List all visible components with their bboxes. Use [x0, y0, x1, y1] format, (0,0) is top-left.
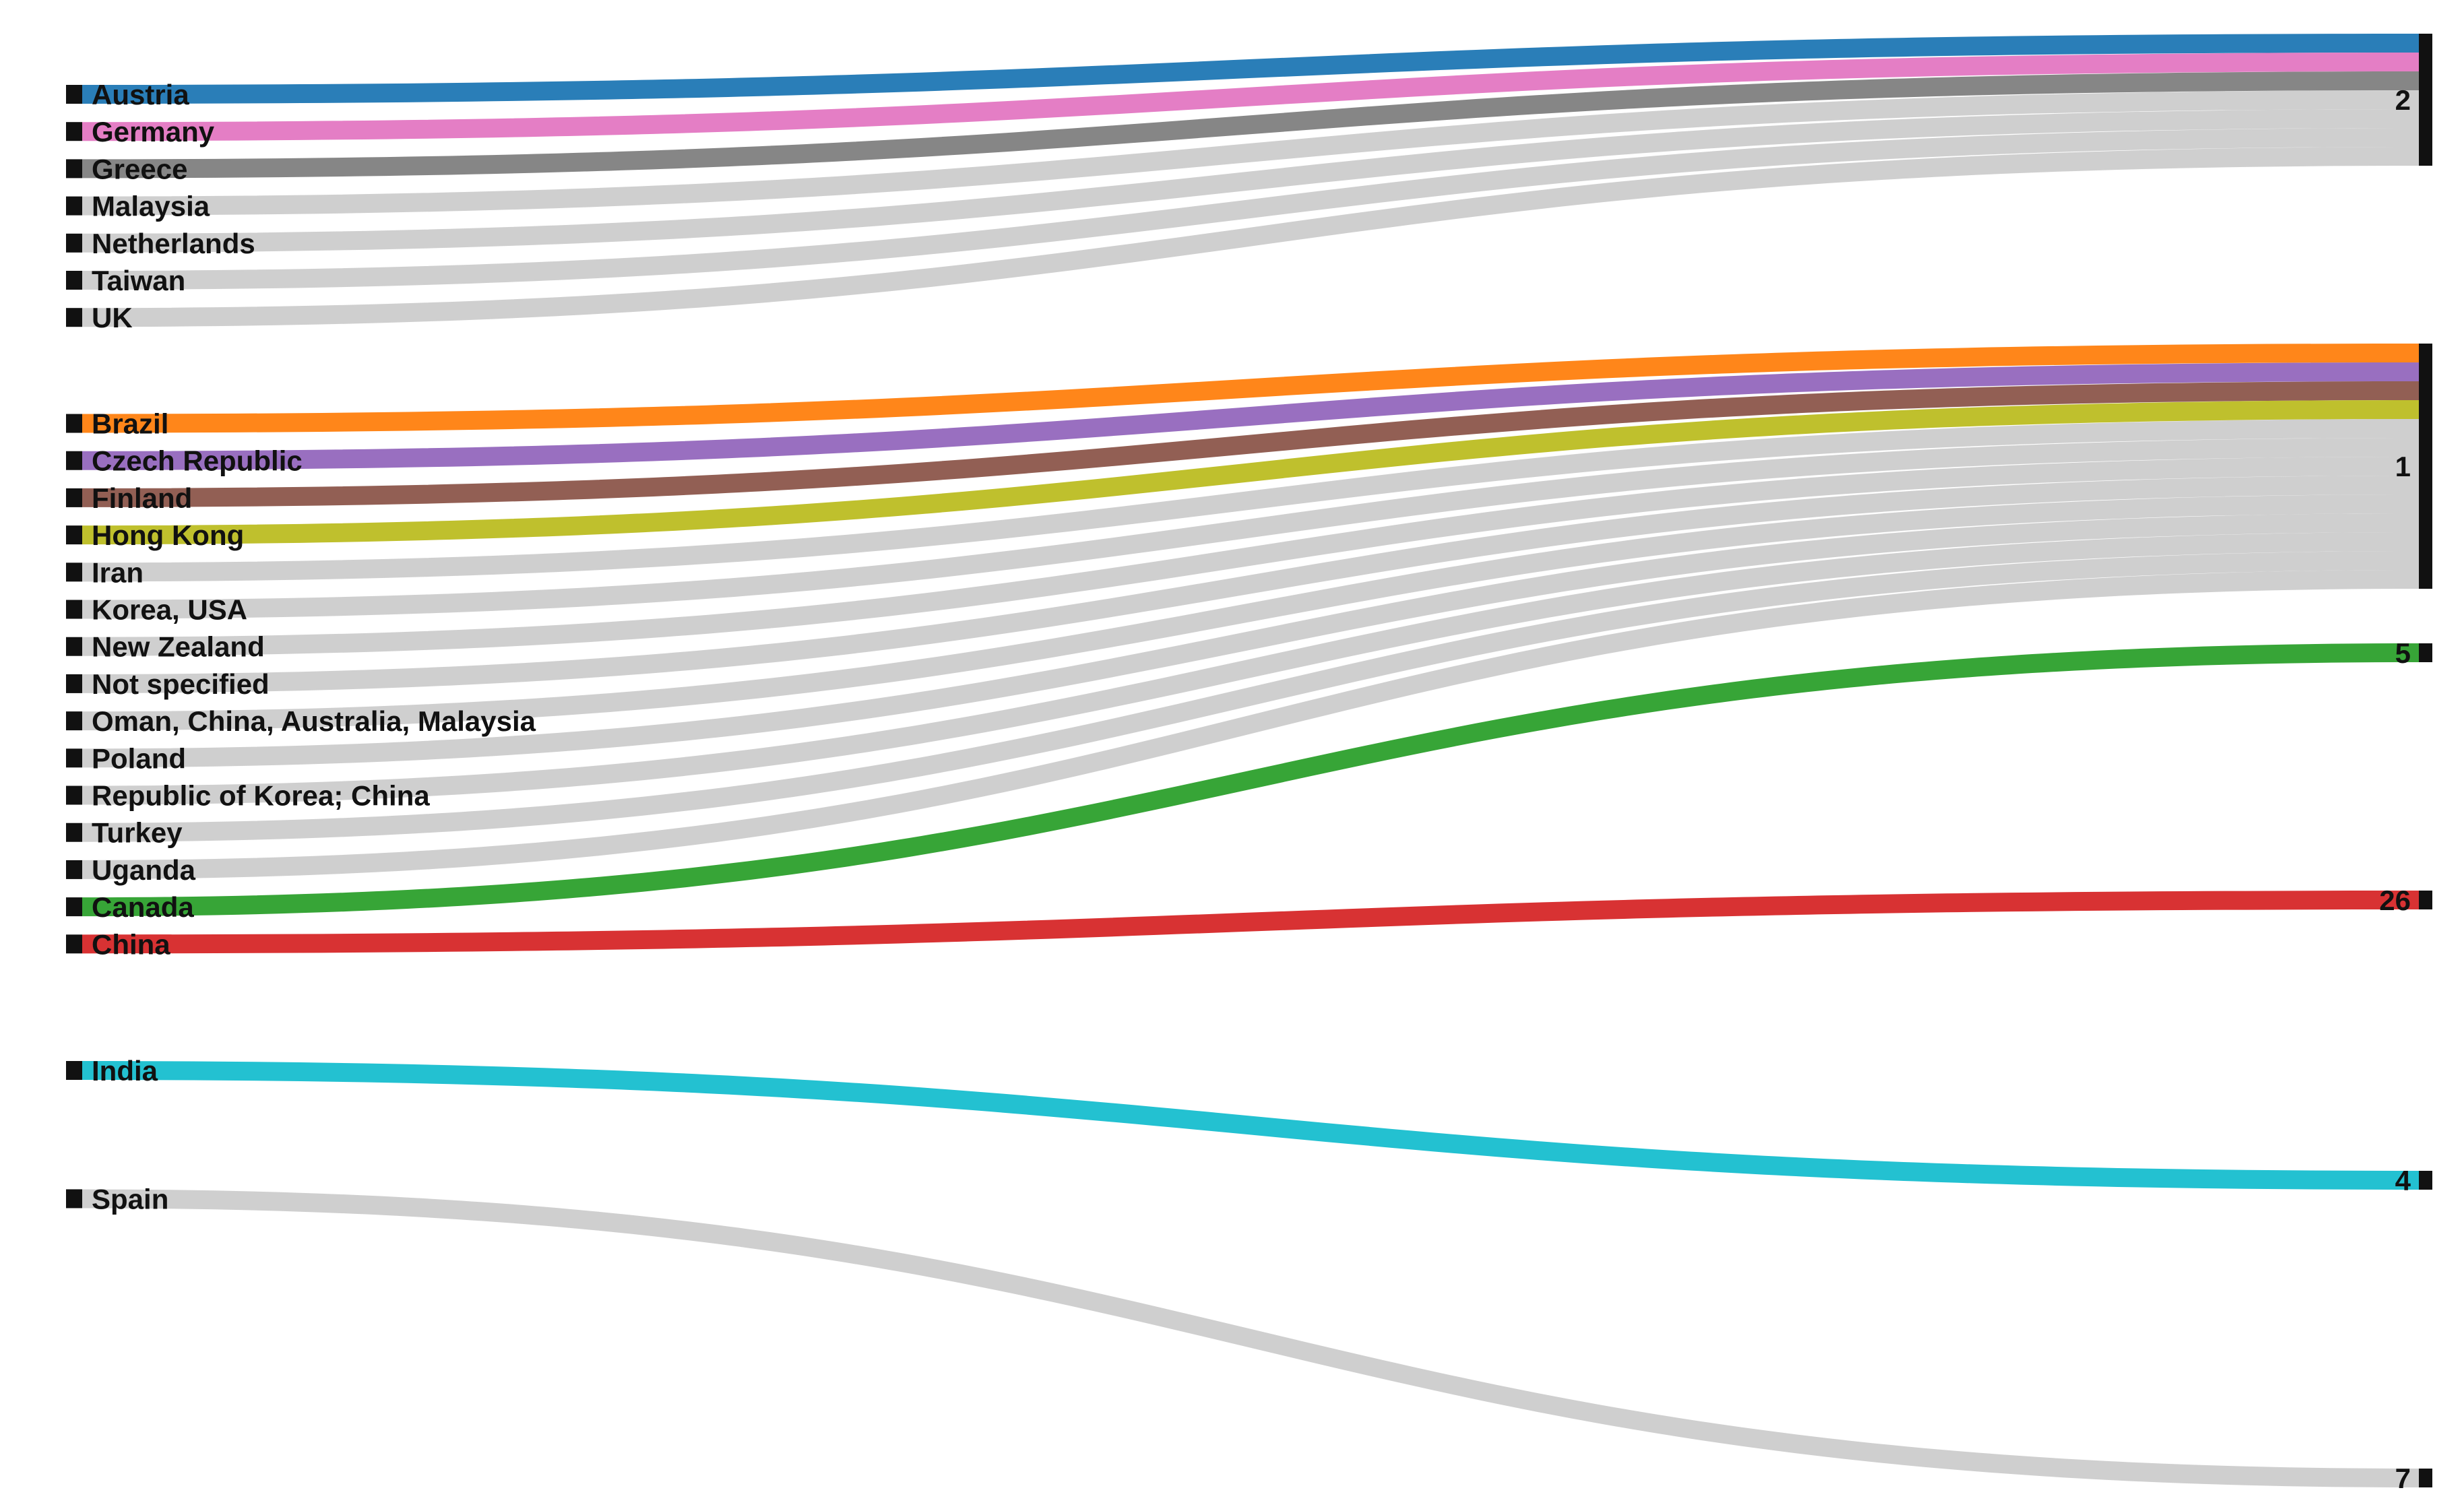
source-node [66, 271, 82, 290]
source-node [66, 451, 82, 470]
source-node [66, 525, 82, 545]
source-label-layer: Austria Germany Greece Malaysia Netherlands T… [92, 79, 536, 1215]
source-label: Iran [92, 556, 144, 588]
source-node [66, 308, 82, 327]
source-node [66, 637, 82, 656]
source-node [66, 674, 82, 693]
source-label: Netherlands [92, 228, 255, 259]
target-label: 5 [2395, 637, 2411, 669]
source-label: India [92, 1055, 158, 1087]
source-label: Czech Republic [92, 445, 303, 477]
source-node [66, 785, 82, 805]
source-node [66, 414, 82, 433]
flow-netherlands [82, 109, 2419, 253]
source-node [66, 122, 82, 141]
source-node [66, 1061, 82, 1080]
flow-uk [82, 147, 2419, 327]
flow-taiwan [82, 128, 2419, 290]
target-label: 1 [2395, 451, 2411, 482]
source-label: Republic of Korea; China [92, 780, 430, 812]
source-node [66, 159, 82, 179]
flow-korea-usa [82, 438, 2419, 619]
flow-finland [82, 381, 2419, 507]
source-label: Turkey [92, 817, 183, 849]
target-node [2419, 344, 2432, 589]
flow-oman-china-australia-malaysia [82, 494, 2419, 731]
flow-india [82, 1061, 2419, 1190]
target-label: 2 [2395, 84, 2411, 116]
source-node [66, 823, 82, 842]
source-label: China [92, 928, 170, 960]
target-node-layer [2419, 34, 2432, 1487]
source-label: Uganda [92, 854, 196, 886]
flow-republic-of-korea-china [82, 532, 2419, 805]
source-label: Germany [92, 116, 215, 148]
flow-hong-kong [82, 400, 2419, 545]
source-node [66, 600, 82, 619]
source-node [66, 488, 82, 507]
source-node [66, 85, 82, 104]
source-node [66, 233, 82, 253]
target-node [2419, 1171, 2432, 1190]
flow-turkey [82, 551, 2419, 842]
flow-iran [82, 419, 2419, 582]
flow-china [82, 891, 2419, 954]
flow-not-specified [82, 476, 2419, 693]
target-node [2419, 34, 2432, 166]
flow-layer [82, 34, 2419, 1487]
source-label: New Zealand [92, 631, 265, 663]
source-label: UK [92, 302, 133, 333]
source-label: Brazil [92, 408, 168, 440]
source-node [66, 711, 82, 731]
source-label: Malaysia [92, 191, 210, 222]
source-label: Hong Kong [92, 519, 244, 551]
target-node [2419, 1469, 2432, 1487]
source-label: Poland [92, 742, 186, 774]
source-label: Korea, USA [92, 594, 247, 626]
source-node [66, 897, 82, 917]
source-label: Canada [92, 891, 194, 923]
source-node [66, 196, 82, 216]
flow-brazil [82, 344, 2419, 433]
source-label: Finland [92, 482, 192, 514]
flow-new-zealand [82, 457, 2419, 656]
source-label: Taiwan [92, 265, 185, 296]
target-label: 26 [2379, 885, 2411, 916]
flow-poland [82, 513, 2419, 768]
source-label: Not specified [92, 668, 270, 700]
source-label: Spain [92, 1183, 168, 1215]
source-label: Greece [92, 153, 187, 185]
target-node [2419, 643, 2432, 662]
flow-austria [82, 34, 2419, 104]
flow-czech-republic [82, 362, 2419, 470]
source-node [66, 934, 82, 954]
flow-germany [82, 53, 2419, 141]
flow-malaysia [82, 90, 2419, 216]
source-node-layer [66, 85, 82, 1209]
source-node [66, 562, 82, 582]
source-node [66, 748, 82, 768]
flow-uganda [82, 570, 2419, 879]
source-label: Austria [92, 79, 189, 110]
flow-canada [82, 643, 2419, 917]
source-node [66, 860, 82, 879]
target-node [2419, 891, 2432, 909]
source-node [66, 1189, 82, 1209]
source-label: Oman, China, Australia, Malaysia [92, 705, 536, 737]
target-label: 4 [2395, 1165, 2411, 1196]
target-label: 7 [2395, 1462, 2411, 1494]
flow-spain [82, 1189, 2419, 1487]
flow-greece [82, 71, 2419, 179]
